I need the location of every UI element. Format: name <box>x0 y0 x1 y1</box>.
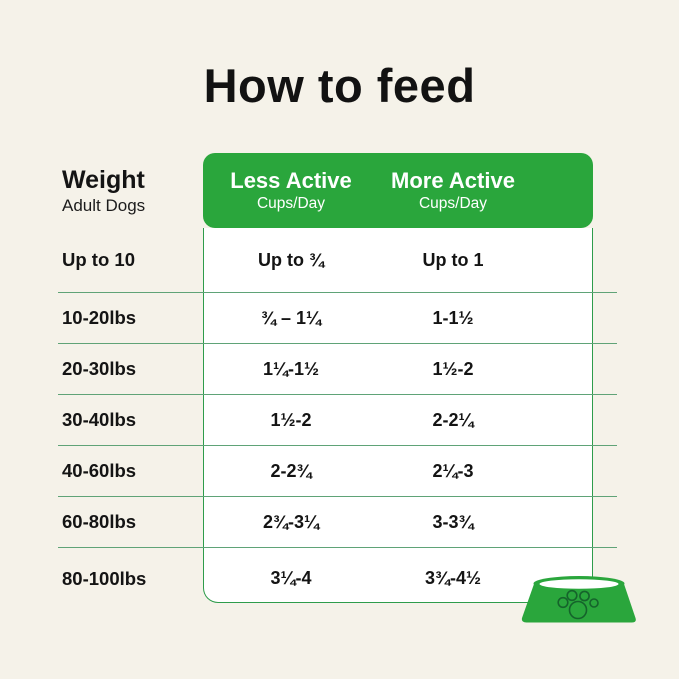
table-column-header: Less Active Cups/Day More Active Cups/Da… <box>203 153 593 228</box>
less-active-cell: 1¼-1½ <box>262 358 320 379</box>
table-body-background <box>203 228 593 603</box>
weight-sublabel: Adult Dogs <box>62 196 146 215</box>
paw-print-icon <box>557 589 599 620</box>
bowl-body <box>521 584 636 623</box>
column-less-active: Less Active Cups/Day <box>203 167 379 213</box>
weight-cell: 30-40lbs <box>62 409 137 430</box>
more-active-cell: 2¼-3 <box>432 460 474 481</box>
weight-cell: 40-60lbs <box>62 460 137 481</box>
less-active-cell: Up to ¾ <box>258 249 324 270</box>
more-active-cell: 1-1½ <box>432 307 474 328</box>
table-row: 20-30lbs 1¼-1½ 1½-2 <box>58 344 617 395</box>
less-active-cell: 2-2¾ <box>270 460 312 481</box>
more-active-cell: 2-2¼ <box>432 409 474 430</box>
weight-cell: 20-30lbs <box>62 358 137 379</box>
column-more-active: More Active Cups/Day <box>379 167 527 213</box>
weight-column-header: Weight Adult Dogs <box>62 167 145 217</box>
less-active-cell: 1½-2 <box>270 409 312 430</box>
weight-cell: Up to 10 <box>62 249 135 270</box>
table-row: 30-40lbs 1½-2 2-2¼ <box>58 395 617 446</box>
less-active-cell: 3¼-4 <box>270 568 312 588</box>
more-active-cell: Up to 1 <box>422 249 484 270</box>
table-rows: Up to 10 Up to ¾ Up to 1 10-20lbs ¾ – 1¼… <box>58 228 617 609</box>
less-active-label: Less Active <box>230 167 352 193</box>
table-row: 40-60lbs 2-2¾ 2¼-3 <box>58 446 617 497</box>
table-row: 80-100lbs 3¼-4 3¾-4½ <box>58 548 617 609</box>
less-active-cell: 2¾-3¼ <box>262 511 320 532</box>
table-row: Up to 10 Up to ¾ Up to 1 <box>58 228 617 293</box>
dog-bowl-icon <box>521 576 636 623</box>
less-active-units: Cups/Day <box>256 194 326 212</box>
table-row: 10-20lbs ¾ – 1¼ 1-1½ <box>58 293 617 344</box>
more-active-label: More Active <box>391 167 515 193</box>
weight-label: Weight <box>62 166 145 194</box>
less-active-cell: ¾ – 1¼ <box>260 307 322 328</box>
weight-cell: 60-80lbs <box>62 511 137 532</box>
weight-cell: 10-20lbs <box>62 307 137 328</box>
more-active-cell: 1½-2 <box>432 358 474 379</box>
more-active-cell: 3¾-4½ <box>424 568 482 588</box>
bowl-interior <box>539 579 619 589</box>
weight-cell: 80-100lbs <box>62 567 147 589</box>
more-active-cell: 3-3¾ <box>432 511 474 532</box>
page-title: How to feed <box>203 59 476 112</box>
more-active-units: Cups/Day <box>418 194 488 212</box>
table-row: 60-80lbs 2¾-3¼ 3-3¾ <box>58 497 617 548</box>
